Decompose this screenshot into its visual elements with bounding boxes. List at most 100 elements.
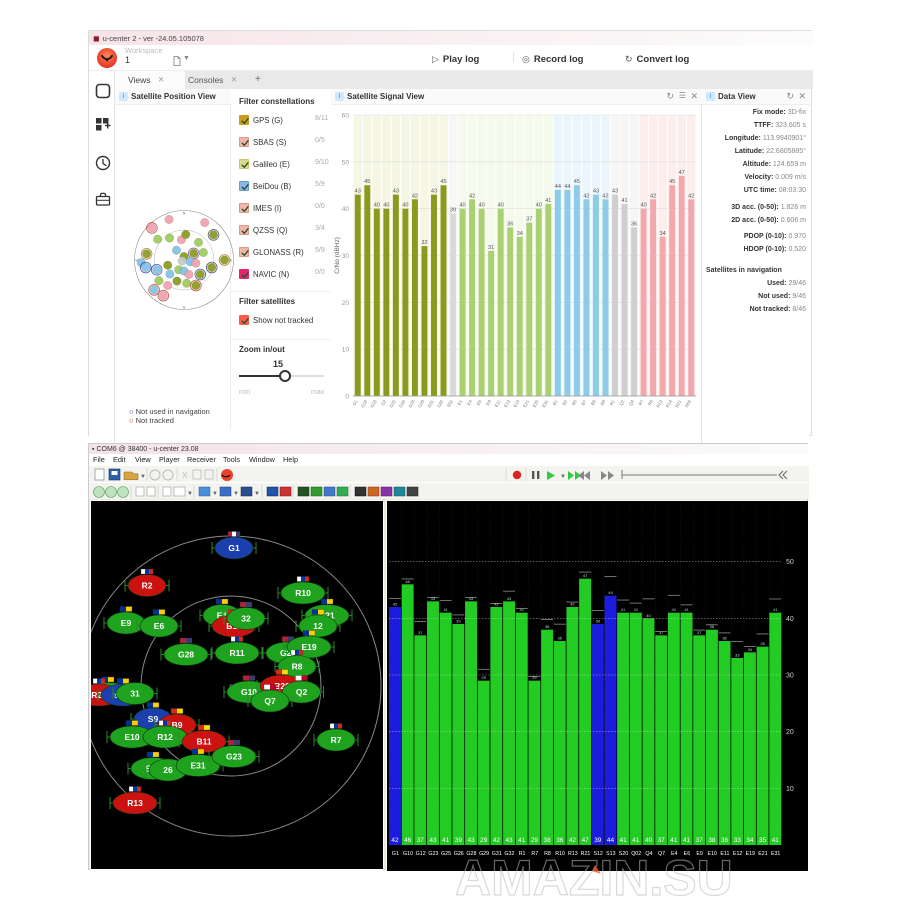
svg-text:R10: R10 [295, 588, 311, 598]
svg-text:S: S [183, 306, 186, 310]
svg-text:36: 36 [558, 636, 563, 641]
svg-text:41: 41 [620, 837, 628, 844]
svg-text:C/No (dBHz): C/No (dBHz) [334, 237, 341, 274]
svg-text:50: 50 [786, 559, 794, 566]
svg-text:E21: E21 [522, 398, 530, 408]
svg-text:43: 43 [593, 189, 599, 195]
svg-text:41: 41 [520, 607, 525, 612]
svg-text:41: 41 [773, 607, 778, 612]
svg-text:43: 43 [431, 596, 436, 601]
svg-text:40: 40 [640, 203, 646, 209]
svg-text:0: 0 [345, 394, 349, 401]
svg-text:E31: E31 [190, 761, 205, 771]
svg-text:43: 43 [612, 189, 618, 195]
svg-text:33: 33 [734, 837, 742, 844]
svg-text:B7: B7 [580, 398, 587, 406]
svg-text:R10: R10 [555, 851, 565, 857]
svg-text:43: 43 [429, 837, 437, 844]
svg-text:B2: B2 [561, 398, 568, 406]
svg-text:G31: G31 [426, 398, 435, 408]
svg-text:N55: N55 [684, 398, 693, 408]
svg-text:E1: E1 [456, 398, 463, 406]
svg-text:38: 38 [545, 624, 550, 629]
svg-text:E31: E31 [541, 398, 549, 408]
svg-text:N: N [183, 212, 186, 216]
svg-text:B1: B1 [552, 398, 559, 406]
svg-text:G26: G26 [398, 398, 407, 408]
svg-text:34: 34 [748, 647, 753, 652]
svg-text:20: 20 [342, 300, 350, 307]
svg-text:42: 42 [569, 837, 577, 844]
svg-text:Q7: Q7 [264, 696, 276, 706]
svg-text:43: 43 [467, 837, 475, 844]
svg-text:S9: S9 [148, 714, 159, 724]
svg-text:42: 42 [650, 193, 656, 199]
svg-text:G28: G28 [466, 851, 476, 857]
svg-text:42: 42 [570, 602, 575, 607]
svg-text:R21: R21 [581, 851, 591, 857]
svg-text:R1: R1 [519, 851, 526, 857]
svg-text:G23: G23 [428, 851, 438, 857]
svg-text:E6: E6 [154, 621, 165, 631]
svg-text:40: 40 [402, 203, 408, 209]
svg-text:37: 37 [696, 837, 704, 844]
svg-text:E12: E12 [733, 851, 742, 857]
svg-text:37: 37 [697, 630, 702, 635]
svg-text:29: 29 [531, 837, 539, 844]
svg-text:41: 41 [684, 607, 689, 612]
svg-text:41: 41 [670, 837, 678, 844]
svg-text:40: 40 [786, 616, 794, 623]
svg-text:41: 41 [518, 837, 526, 844]
svg-text:Q02: Q02 [631, 851, 641, 857]
svg-text:43: 43 [469, 596, 474, 601]
svg-text:41: 41 [621, 607, 626, 612]
svg-text:Q2: Q2 [296, 687, 308, 697]
svg-text:Q2: Q2 [618, 398, 626, 406]
svg-text:31: 31 [130, 689, 140, 699]
svg-text:39: 39 [455, 837, 463, 844]
svg-text:G1: G1 [351, 398, 359, 406]
svg-text:G29: G29 [479, 851, 489, 857]
svg-text:39: 39 [594, 837, 602, 844]
svg-text:42: 42 [391, 837, 399, 844]
svg-text:E19: E19 [301, 642, 316, 652]
svg-text:29: 29 [532, 675, 537, 680]
svg-text:Q4: Q4 [645, 851, 652, 857]
svg-text:40: 40 [498, 203, 504, 209]
svg-text:E4: E4 [466, 398, 473, 406]
svg-text:Q4: Q4 [628, 398, 636, 406]
svg-text:42: 42 [688, 193, 694, 199]
svg-text:40: 40 [383, 203, 389, 209]
svg-text:G10: G10 [403, 851, 413, 857]
svg-text:R7: R7 [637, 398, 644, 406]
svg-text:R13: R13 [127, 798, 143, 808]
svg-text:37: 37 [659, 630, 664, 635]
svg-text:45: 45 [669, 179, 675, 185]
svg-text:S13: S13 [606, 851, 615, 857]
svg-text:36: 36 [507, 221, 513, 227]
svg-text:E9: E9 [696, 851, 703, 857]
svg-text:34: 34 [517, 231, 523, 237]
svg-text:R8: R8 [647, 398, 654, 406]
svg-text:40: 40 [646, 613, 651, 618]
svg-text:G18: G18 [369, 398, 378, 408]
svg-text:43: 43 [506, 837, 514, 844]
svg-text:42: 42 [602, 193, 608, 199]
svg-text:44: 44 [555, 184, 561, 190]
svg-text:E13: E13 [503, 398, 511, 408]
svg-text:S20: S20 [619, 851, 628, 857]
svg-text:37: 37 [418, 630, 423, 635]
svg-text:42: 42 [469, 193, 475, 199]
svg-text:43: 43 [355, 189, 361, 195]
svg-text:12: 12 [313, 621, 323, 631]
svg-text:41: 41 [632, 837, 640, 844]
svg-text:45: 45 [574, 179, 580, 185]
svg-text:38: 38 [710, 624, 715, 629]
svg-text:G16: G16 [360, 398, 369, 408]
svg-text:29: 29 [481, 675, 486, 680]
svg-text:G1: G1 [228, 543, 240, 553]
svg-text:R8: R8 [292, 662, 303, 672]
svg-text:E6: E6 [476, 398, 483, 406]
svg-text:40: 40 [536, 203, 542, 209]
svg-text:35: 35 [759, 837, 767, 844]
